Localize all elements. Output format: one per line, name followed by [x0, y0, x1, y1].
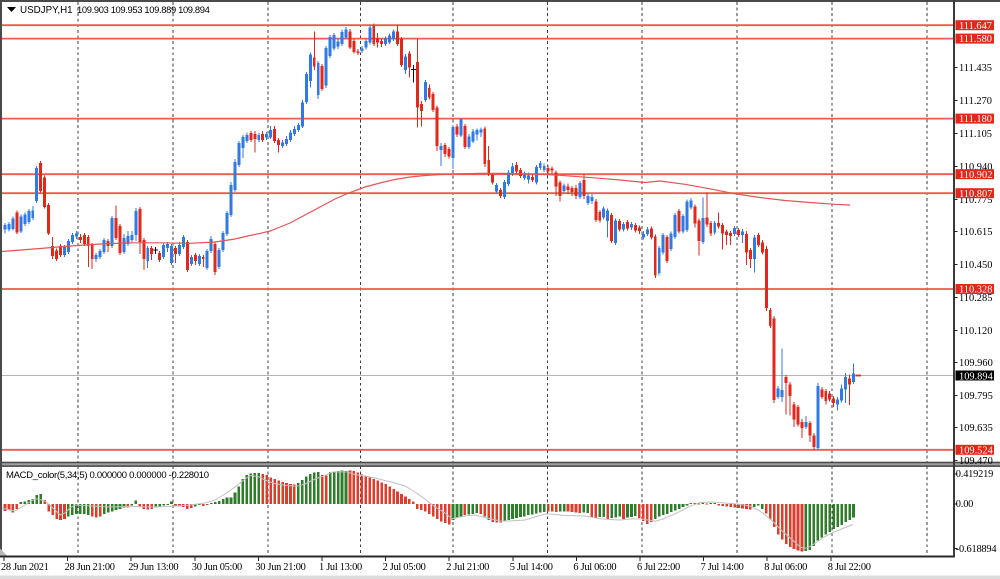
svg-text:2 Jul 05:00: 2 Jul 05:00 [383, 562, 426, 573]
svg-text:110.285: 110.285 [959, 293, 992, 304]
svg-text:28 Jun 2021: 28 Jun 2021 [1, 562, 49, 573]
svg-text:111.580: 111.580 [959, 34, 992, 45]
svg-text:110.120: 110.120 [959, 326, 992, 337]
svg-text:111.105: 111.105 [959, 129, 992, 140]
svg-text:1 Jul 13:00: 1 Jul 13:00 [319, 562, 362, 573]
svg-text:8 Jul 06:00: 8 Jul 06:00 [764, 562, 807, 573]
svg-text:109.635: 109.635 [959, 423, 993, 434]
svg-text:111.180: 111.180 [959, 114, 992, 125]
svg-text:30 Jun 21:00: 30 Jun 21:00 [255, 562, 305, 573]
svg-text:111.270: 111.270 [959, 96, 992, 107]
svg-text:111.435: 111.435 [959, 63, 992, 74]
svg-text:28 Jun 21:00: 28 Jun 21:00 [65, 562, 115, 573]
svg-text:110.940: 110.940 [959, 162, 992, 173]
svg-text:109.524: 109.524 [959, 445, 994, 456]
svg-text:30 Jun 05:00: 30 Jun 05:00 [192, 562, 242, 573]
svg-text:109.960: 109.960 [959, 358, 993, 369]
svg-text:8 Jul 22:00: 8 Jul 22:00 [828, 562, 871, 573]
svg-text:MACD_color(5,34,5) 0.000000 0.: MACD_color(5,34,5) 0.000000 0.000000 -0.… [6, 470, 209, 481]
svg-text:7 Jul 14:00: 7 Jul 14:00 [701, 562, 744, 573]
svg-text:110.450: 110.450 [959, 260, 992, 271]
svg-text:110.775: 110.775 [959, 195, 992, 206]
svg-text:0.00: 0.00 [956, 499, 973, 510]
svg-text:109.894: 109.894 [959, 371, 994, 382]
svg-text:110.902: 110.902 [959, 170, 992, 181]
svg-text:111.647: 111.647 [959, 21, 992, 32]
svg-text:110.807: 110.807 [959, 189, 992, 200]
svg-text:6 Jul 06:00: 6 Jul 06:00 [573, 562, 616, 573]
svg-text:-0.618894: -0.618894 [956, 544, 998, 555]
svg-text:USDJPY,H1: USDJPY,H1 [20, 5, 73, 16]
svg-text:29 Jun 13:00: 29 Jun 13:00 [128, 562, 178, 573]
svg-text:109.795: 109.795 [959, 391, 993, 402]
svg-text:109.903 109.953 109.889 109.89: 109.903 109.953 109.889 109.894 [77, 4, 210, 15]
svg-text:110.615: 110.615 [959, 227, 992, 238]
svg-text:0.419219: 0.419219 [956, 469, 993, 480]
svg-text:5 Jul 14:00: 5 Jul 14:00 [510, 562, 553, 573]
svg-text:110.328: 110.328 [959, 285, 992, 296]
svg-text:109.470: 109.470 [959, 456, 993, 467]
svg-text:2 Jul 21:00: 2 Jul 21:00 [446, 562, 489, 573]
svg-text:6 Jul 22:00: 6 Jul 22:00 [637, 562, 680, 573]
